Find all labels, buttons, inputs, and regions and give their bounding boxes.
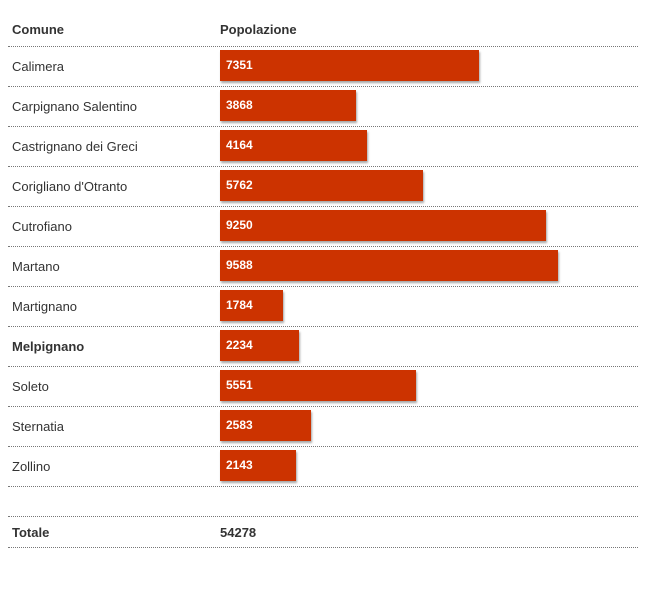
bar-value-label: 4164 (226, 138, 253, 152)
bar: 2143 (220, 450, 296, 481)
bar: 5762 (220, 170, 423, 201)
bar: 9588 (220, 250, 558, 281)
row-label: Zollino (12, 459, 51, 474)
row-separator (8, 326, 638, 327)
row-label: Carpignano Salentino (12, 99, 138, 114)
header-separator (8, 46, 638, 47)
bar: 2583 (220, 410, 311, 441)
bar-value-label: 5762 (226, 178, 253, 192)
bar-value-label: 2583 (226, 418, 253, 432)
row-label: Sternatia (12, 419, 65, 434)
row-separator (8, 286, 638, 287)
row-label: Cutrofiano (12, 219, 72, 234)
row-label: Martano (12, 259, 60, 274)
bar: 1784 (220, 290, 283, 321)
bar-value-label: 3868 (226, 98, 253, 112)
row-separator (8, 246, 638, 247)
bar-value-label: 2143 (226, 458, 253, 472)
total-top-separator (8, 516, 638, 517)
row-separator (8, 406, 638, 407)
row-label: Soleto (12, 379, 49, 394)
header-popolazione: Popolazione (220, 22, 297, 37)
row-label: Calimera (12, 59, 65, 74)
bar-value-label: 2234 (226, 338, 253, 352)
bar-value-label: 7351 (226, 58, 253, 72)
bar-value-label: 9250 (226, 218, 253, 232)
total-bottom-separator (8, 547, 638, 548)
bar: 9250 (220, 210, 546, 241)
bar-value-label: 5551 (226, 378, 253, 392)
row-separator (8, 366, 638, 367)
total-value: 54278 (220, 525, 257, 540)
row-separator (8, 166, 638, 167)
bar: 4164 (220, 130, 367, 161)
bar: 3868 (220, 90, 356, 121)
header-comune: Comune (12, 22, 64, 37)
row-separator (8, 486, 638, 487)
row-label: Martignano (12, 299, 78, 314)
row-separator (8, 446, 638, 447)
row-label: Melpignano (12, 339, 85, 354)
total-label: Totale (12, 525, 50, 540)
row-separator (8, 86, 638, 87)
bar: 5551 (220, 370, 416, 401)
bar-value-label: 9588 (226, 258, 253, 272)
row-separator (8, 126, 638, 127)
bar: 2234 (220, 330, 299, 361)
row-label: Castrignano dei Greci (12, 139, 138, 154)
bar-value-label: 1784 (226, 298, 253, 312)
row-separator (8, 206, 638, 207)
row-label: Corigliano d'Otranto (12, 179, 128, 194)
bar: 7351 (220, 50, 479, 81)
